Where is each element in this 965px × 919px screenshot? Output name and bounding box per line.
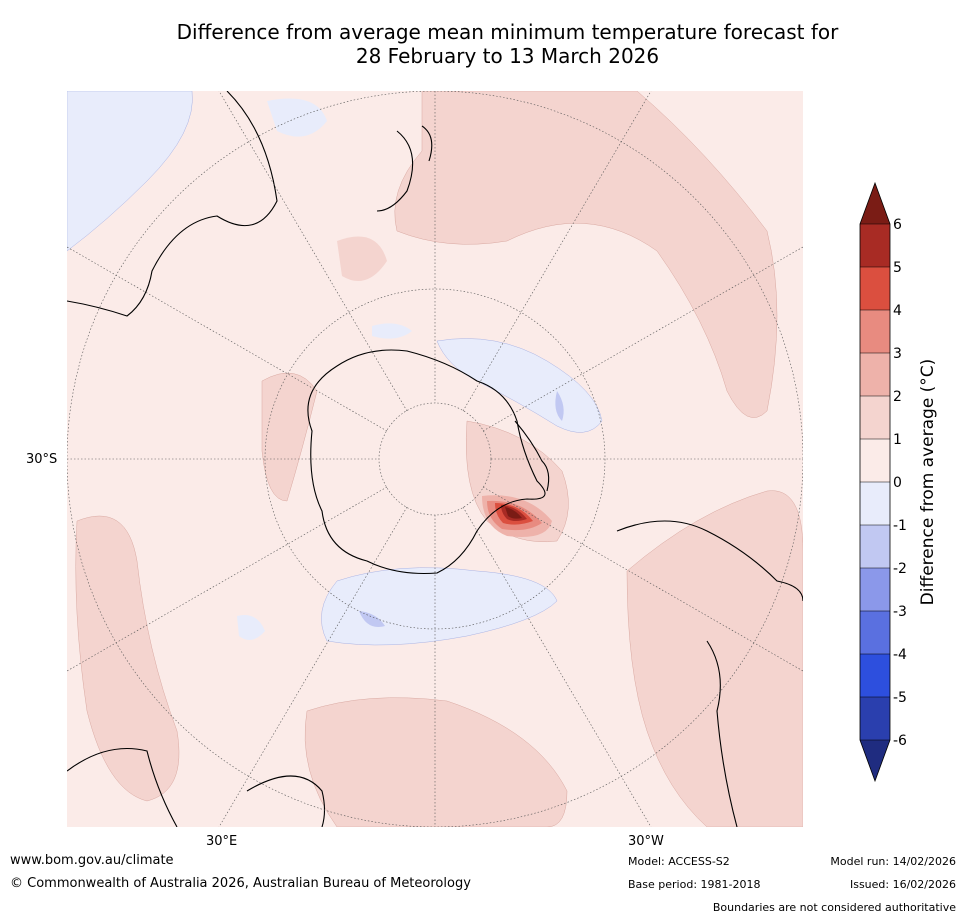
colorbar-tick-label-7: -1	[893, 518, 907, 534]
colorbar-svg: 6 5 4 3 2 1 0 -1 -2 -3 -4 -5 -6	[859, 181, 907, 783]
title-line-1: Difference from average mean minimum tem…	[176, 20, 839, 44]
colorbar-segment-c4_5	[860, 267, 890, 310]
anomaly-above-6-region	[505, 507, 522, 519]
anomaly-negative-area-nz	[267, 98, 327, 137]
anomaly-1-2-area-south-atlantic-south	[304, 697, 568, 827]
anomaly-1-2-area-pacific	[394, 91, 778, 418]
anomaly-minus-1-2-spot	[555, 391, 564, 421]
colorbar-extend-bottom	[860, 740, 890, 781]
colorbar-segment-cm3_m2	[860, 568, 890, 611]
lat-label-30s: 30°S	[26, 452, 58, 467]
graticule-meridian-150w	[462, 91, 652, 412]
colorbar-segment-cm6_m5	[860, 697, 890, 740]
colorbar-segment-c2_3	[860, 353, 890, 396]
anomaly-1-2-area-indian-west	[75, 515, 180, 802]
colorbar-segment-c0_1	[860, 439, 890, 482]
graticule-lat-circle-60	[264, 288, 606, 630]
footer-copyright: © Commonwealth of Australia 2026, Austra…	[10, 876, 471, 891]
anomaly-negative-small-1	[372, 323, 412, 339]
chart-title: Difference from average mean minimum tem…	[0, 20, 965, 68]
colorbar-tick-label-9: -3	[893, 604, 907, 620]
colorbar-title: Difference from average (°C)	[918, 358, 938, 606]
colorbar-segment-c3_4	[860, 310, 890, 353]
graticule-meridian-30e	[218, 506, 408, 827]
colorbar-tick-label-12: -6	[893, 733, 907, 749]
colorbar-segment-cm5_m4	[860, 654, 890, 697]
colorbar-segment-cm2_m1	[860, 525, 890, 568]
colorbar-tick-label-11: -5	[893, 690, 907, 706]
footer-disclaimer: Boundaries are not considered authoritat…	[712, 901, 956, 914]
map-svg	[67, 91, 803, 827]
graticule	[67, 91, 803, 827]
colorbar-tick-label-2: 4	[893, 303, 902, 319]
coastline-antarctica	[307, 349, 546, 574]
coastline-south-america	[616, 520, 803, 827]
anomaly-1-2-area-australia	[337, 236, 387, 281]
coastline-australia	[67, 91, 278, 317]
colorbar-segment-c1_2	[860, 396, 890, 439]
colorbar-tick-label-1: 5	[893, 260, 902, 276]
footer-model: Model: ACCESS-S2	[628, 855, 730, 868]
colorbar-tick-label-3: 3	[893, 346, 902, 362]
lon-label-30w: 30°W	[628, 834, 664, 849]
coastline-new-zealand	[376, 125, 433, 212]
coastline-antarctic-peninsula	[514, 420, 550, 492]
anomaly-minus-1-2-spot-2	[359, 611, 385, 627]
anomaly-1-2-area-indian-east	[261, 372, 318, 502]
colorbar-segment-cm1_0	[860, 482, 890, 525]
footer-url[interactable]: www.bom.gov.au/climate	[10, 853, 174, 868]
colorbar-segment-c5_6	[860, 224, 890, 267]
title-line-2: 28 February to 13 March 2026	[355, 44, 660, 68]
graticule-meridian-30w	[462, 506, 652, 827]
colorbar: 6 5 4 3 2 1 0 -1 -2 -3 -4 -5 -6	[840, 180, 960, 790]
anomaly-negative-small-2	[237, 615, 265, 640]
coastlines	[67, 91, 803, 827]
footer-model-run: Model run: 14/02/2026	[830, 855, 956, 868]
colorbar-tick-label-6: 0	[893, 475, 902, 491]
coastline-africa	[67, 748, 326, 827]
colorbar-tick-label-4: 2	[893, 389, 902, 405]
colorbar-tick-label-0: 6	[893, 217, 902, 233]
lon-label-30e: 30°E	[206, 834, 238, 849]
polar-map[interactable]	[67, 91, 803, 827]
footer-base-period: Base period: 1981-2018	[628, 878, 761, 891]
colorbar-tick-label-8: -2	[893, 561, 907, 577]
footer-issued: Issued: 16/02/2026	[849, 878, 956, 891]
anomaly-negative-area-indian-ocean-west	[67, 91, 193, 252]
colorbar-segment-cm4_m3	[860, 611, 890, 654]
colorbar-extend-top	[860, 183, 890, 224]
colorbar-tick-label-5: 1	[893, 432, 902, 448]
graticule-meridian-150e	[218, 91, 408, 412]
anomaly-1-2-area-south-america	[626, 490, 803, 827]
colorbar-tick-label-10: -4	[893, 647, 907, 663]
